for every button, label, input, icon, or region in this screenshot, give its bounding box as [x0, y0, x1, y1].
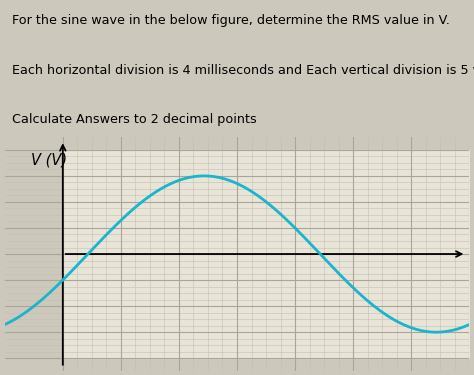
Text: For the sine wave in the below figure, determine the RMS value in V.: For the sine wave in the below figure, d…: [12, 14, 449, 27]
Text: Each horizontal division is 4 milliseconds and Each vertical division is 5 volts: Each horizontal division is 4 millisecon…: [12, 64, 474, 76]
Text: t: t: [472, 241, 474, 256]
Text: Calculate Answers to 2 decimal points: Calculate Answers to 2 decimal points: [12, 113, 256, 126]
Text: V (V): V (V): [31, 153, 67, 168]
